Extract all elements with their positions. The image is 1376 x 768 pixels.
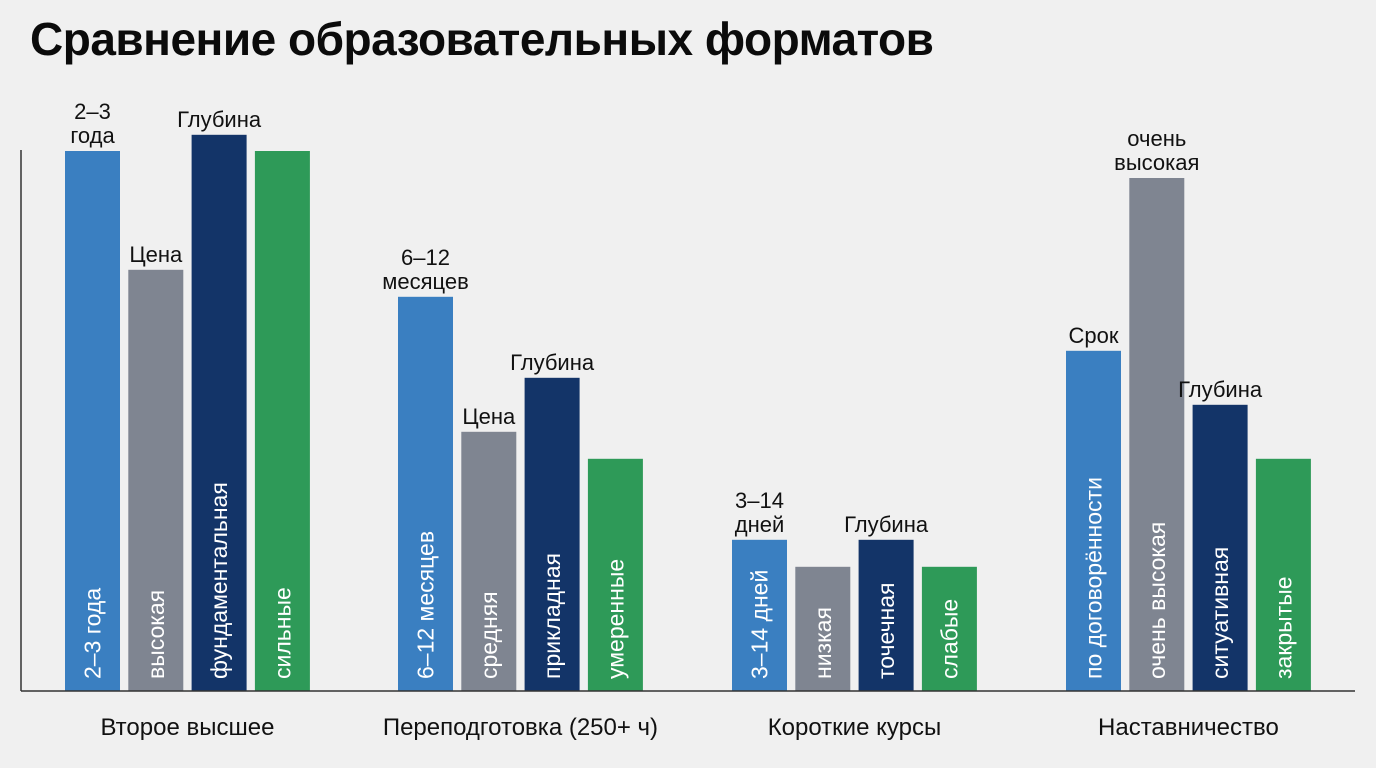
- bar-top-label: 3–14 дней: [735, 488, 785, 537]
- category-label: Короткие курсы: [768, 714, 942, 741]
- category-label: Второе высшее: [100, 714, 274, 741]
- bar-cena-4: [1129, 178, 1185, 691]
- bar-inner-label: по договорённости: [1081, 477, 1107, 679]
- bar-cena-3: [795, 566, 851, 691]
- bar-top-label: 2–3 года: [70, 99, 115, 148]
- category-label: Наставничество: [1098, 714, 1279, 741]
- bar-inner-label: низкая: [810, 607, 836, 679]
- category-labels: Второе высшее Переподготовка (250+ ч) Коро…: [100, 714, 1278, 741]
- bars-layer: [65, 134, 1311, 692]
- bar-srok-2: [398, 296, 453, 691]
- bar-glubina-2: [524, 377, 580, 691]
- bar-inner-label: закрытые: [1270, 576, 1296, 679]
- bar-top-label: 6–12 месяцев: [382, 245, 469, 294]
- bar-inner-label: очень высокая: [1144, 522, 1170, 679]
- bar-inner-label: фундаментальная: [206, 482, 232, 679]
- bar-top-label: Глубина: [510, 350, 595, 375]
- bar-cena-2: [461, 431, 517, 691]
- bar-podderzhka-2: [587, 458, 643, 691]
- bar-inner-label: умеренные: [602, 559, 628, 679]
- bar-inner-label: слабые: [936, 599, 962, 679]
- bar-inner-label: 3–14 дней: [747, 570, 773, 679]
- bar-top-label: Цена: [462, 404, 516, 429]
- bar-glubina-1: [191, 134, 247, 692]
- bar-top-label: Глубина: [844, 512, 929, 537]
- bar-inner-label: прикладная: [539, 553, 565, 679]
- bar-top-label: Глубина: [1178, 377, 1263, 402]
- bar-podderzhka-1: [254, 151, 310, 691]
- labels-layer: 2–3 года 2–3 года высокая Цена фундаментальна…: [70, 99, 1296, 679]
- bar-inner-label: 6–12 месяцев: [413, 531, 439, 679]
- bar-glubina-3: [858, 539, 914, 691]
- bar-top-label: очень высокая: [1114, 126, 1199, 175]
- bar-inner-label: высокая: [143, 590, 169, 679]
- bar-inner-label: точечная: [873, 582, 899, 679]
- bar-top-label: Глубина: [177, 107, 262, 132]
- bar-inner-label: сильные: [269, 587, 295, 679]
- bar-podderzhka-4: [1255, 458, 1311, 691]
- bar-podderzhka-3: [921, 566, 977, 691]
- bar-inner-label: средняя: [476, 591, 502, 679]
- bar-inner-label: ситуативная: [1207, 547, 1233, 679]
- bar-top-label: Цена: [129, 242, 183, 267]
- bar-srok-4: [1066, 350, 1121, 691]
- chart-title: Сравнение образовательных форматов: [30, 13, 934, 65]
- bar-srok-3: [732, 539, 787, 691]
- bar-glubina-4: [1192, 404, 1248, 691]
- category-label: Переподготовка (250+ ч): [383, 714, 658, 741]
- bar-cena-1: [128, 269, 184, 691]
- bar-srok-1: [65, 151, 120, 691]
- bar-inner-label: 2–3 года: [80, 588, 106, 679]
- bar-top-label: Срок: [1069, 323, 1119, 348]
